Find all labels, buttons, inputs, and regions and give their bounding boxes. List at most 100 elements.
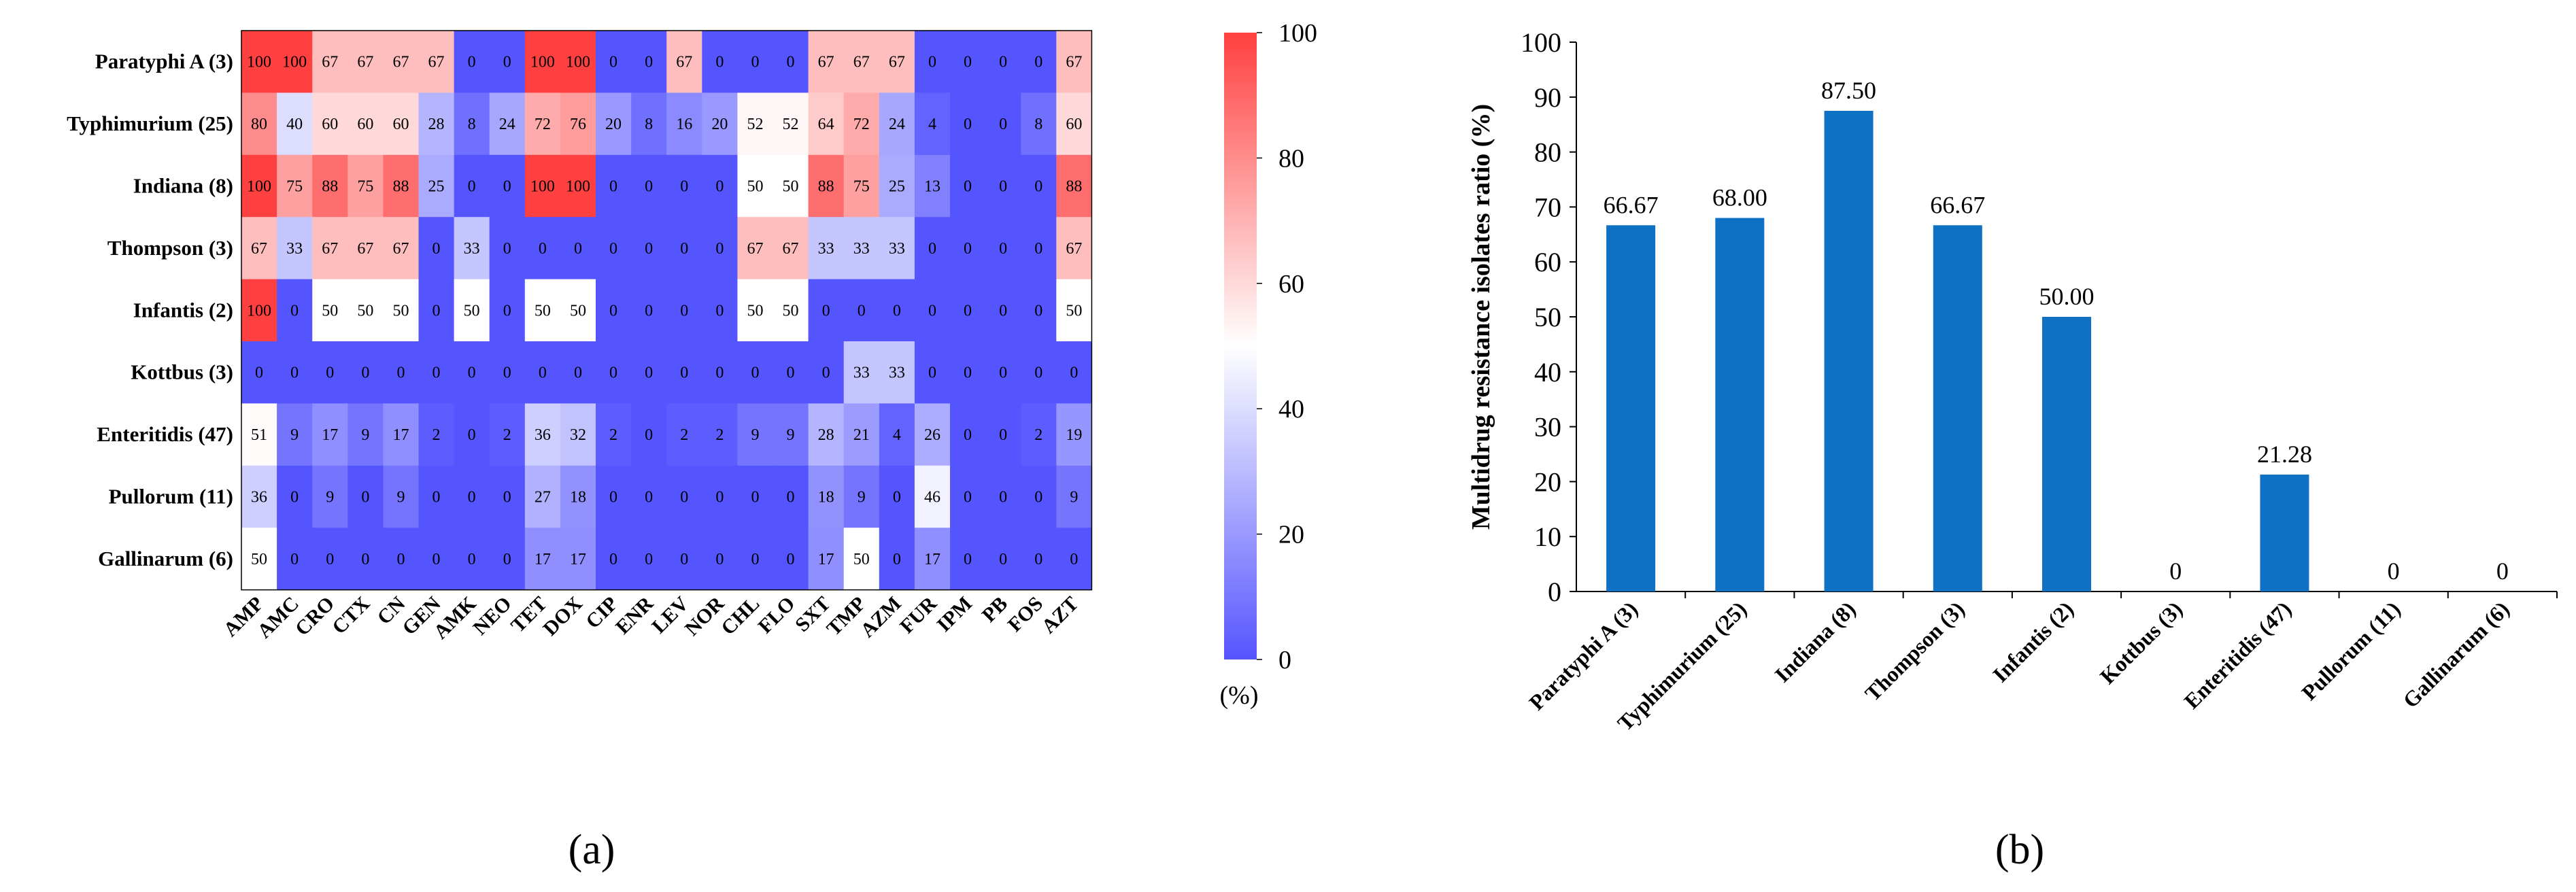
cell-value: 0 — [1034, 178, 1043, 196]
heatmap-cell — [879, 217, 915, 280]
cell-value: 8 — [645, 116, 653, 133]
row-label: Thompson (3) — [107, 236, 233, 260]
heatmap-cell — [489, 154, 526, 218]
cell-value: 0 — [680, 240, 688, 258]
colorbar-tick-label: 0 — [1278, 646, 1291, 674]
heatmap-cell — [773, 465, 809, 528]
cell-value: 67 — [853, 54, 870, 71]
cell-value: 88 — [1066, 178, 1082, 196]
cell-value: 67 — [818, 54, 834, 71]
cell-value: 100 — [566, 54, 590, 71]
heatmap-cell — [489, 341, 526, 404]
heatmap-cell — [454, 279, 490, 342]
cell-value: 50 — [322, 302, 338, 320]
heatmap-cell — [985, 403, 1021, 466]
panel-label-b: (b) — [1995, 827, 2044, 873]
colorbar-tick-label: 80 — [1278, 144, 1304, 173]
heatmap-cell — [312, 92, 348, 156]
bar — [1715, 218, 1765, 591]
heatmap-cell — [489, 217, 526, 280]
cell-value: 0 — [964, 240, 972, 258]
cell-value: 67 — [322, 54, 338, 71]
cell-value: 9 — [326, 489, 334, 507]
heatmap-cell — [524, 154, 561, 218]
heatmap-cell — [312, 465, 348, 528]
heatmap-cell — [1021, 217, 1057, 280]
cell-value: 20 — [711, 116, 728, 133]
heatmap-cell — [808, 279, 845, 342]
heatmap-cell — [241, 403, 277, 466]
y-tick-label: 50 — [1534, 302, 1561, 332]
y-tick-label: 100 — [1521, 27, 1561, 58]
heatmap-cell — [773, 92, 809, 156]
cell-value: 0 — [680, 178, 688, 196]
cell-value: 27 — [535, 489, 551, 507]
colorbar-unit-label: (%) — [1220, 681, 1259, 710]
cell-value: 4 — [893, 426, 901, 444]
cell-value: 0 — [326, 551, 334, 568]
heatmap-cell — [702, 341, 738, 404]
cell-value: 50 — [464, 302, 480, 320]
heatmap-cell — [489, 279, 526, 342]
cell-value: 2 — [609, 426, 617, 444]
cell-value: 2 — [715, 426, 724, 444]
cell-value: 0 — [1034, 54, 1043, 71]
cell-value: 100 — [247, 54, 271, 71]
heatmap-cell — [241, 31, 277, 93]
cell-value: 0 — [433, 240, 441, 258]
cell-value: 0 — [928, 240, 936, 258]
cell-value: 0 — [964, 489, 972, 507]
cell-value: 40 — [286, 116, 303, 133]
cell-value: 0 — [964, 54, 972, 71]
heatmap-cell — [383, 279, 420, 342]
bar-value-label: 66.67 — [1930, 191, 1985, 218]
heatmap-panel: Paratyphi A (3) 100 100 67 67 67 67 0 0 100 100 0 0 6… — [67, 30, 1093, 643]
cell-value: 0 — [893, 302, 901, 320]
bar — [1933, 225, 1982, 591]
heatmap-cell — [277, 154, 313, 218]
heatmap-cell — [985, 279, 1021, 342]
heatmap-cell — [914, 92, 951, 156]
heatmap-cell — [737, 465, 774, 528]
heatmap-cell — [666, 217, 702, 280]
cell-value: 2 — [433, 426, 441, 444]
cell-value: 25 — [889, 178, 905, 196]
cell-value: 2 — [1034, 426, 1043, 444]
heatmap-cell — [418, 31, 455, 93]
heatmap-cell — [241, 217, 277, 280]
heatmap-cell — [631, 465, 667, 528]
heatmap-cell — [560, 92, 596, 156]
y-tick-label: 70 — [1534, 192, 1561, 222]
heatmap-cell — [596, 92, 632, 156]
cell-value: 9 — [361, 426, 369, 444]
heatmap-cell — [1021, 341, 1057, 404]
heatmap-cell — [950, 217, 986, 280]
heatmap-cell — [312, 279, 348, 342]
heatmap-cell — [383, 92, 420, 156]
cell-value: 36 — [535, 426, 551, 444]
heatmap-cell — [631, 154, 667, 218]
heatmap-cell — [985, 154, 1021, 218]
heatmap-cell — [879, 403, 915, 466]
heatmap-cell — [737, 528, 774, 591]
cell-value: 0 — [787, 489, 795, 507]
cell-value: 21 — [853, 426, 870, 444]
heatmap-cell — [383, 465, 420, 528]
bar-chart-panel: 0 10 20 30 40 50 60 70 80 90 100 Multidrug resistan… — [1467, 27, 2558, 736]
heatmap-cell — [1021, 465, 1057, 528]
cell-value: 0 — [680, 364, 688, 382]
cell-value: 0 — [645, 178, 653, 196]
heatmap-cell — [773, 217, 809, 280]
heatmap-cell — [241, 92, 277, 156]
cell-value: 2 — [503, 426, 511, 444]
cell-value: 0 — [928, 302, 936, 320]
heatmap-cell — [808, 154, 845, 218]
heatmap-cell — [596, 154, 632, 218]
heatmap-cell — [241, 154, 277, 218]
heatmap-cell — [524, 31, 561, 93]
heatmap-cell — [631, 279, 667, 342]
cell-value: 0 — [999, 240, 1007, 258]
cell-value: 0 — [361, 489, 369, 507]
heatmap-cell — [879, 154, 915, 218]
